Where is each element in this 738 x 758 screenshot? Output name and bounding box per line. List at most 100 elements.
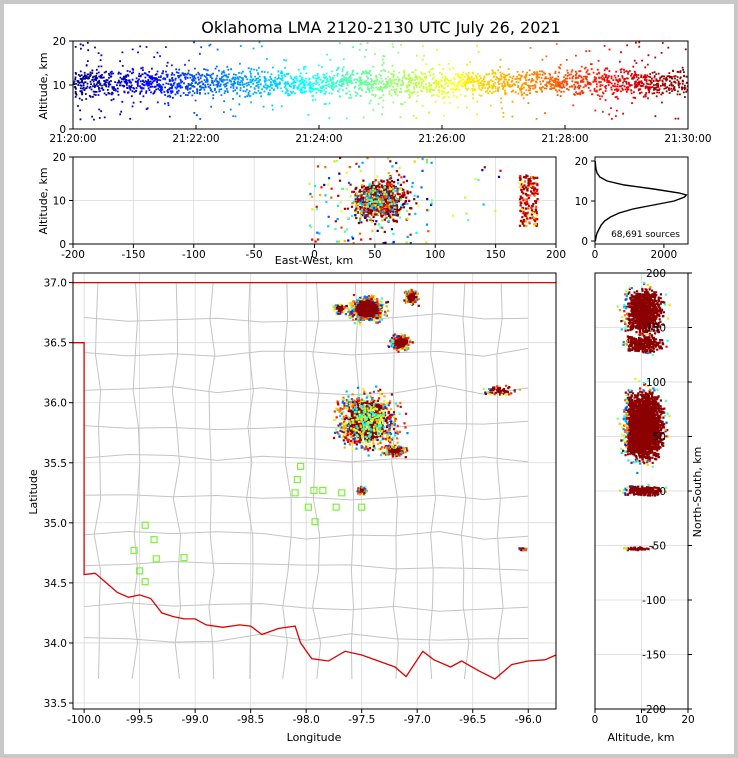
source-points: [347, 399, 350, 402]
source-points: [348, 404, 351, 407]
oklahoma-border: [73, 281, 556, 680]
source-points: [337, 424, 392, 443]
county-line: [84, 347, 529, 357]
source-points: [535, 190, 538, 193]
source-points: [342, 411, 363, 423]
source-points: [368, 184, 371, 187]
source-points: [357, 318, 364, 322]
source-points: [355, 211, 358, 214]
source-points: [398, 430, 401, 433]
source-points: [350, 427, 353, 430]
source-points: [434, 48, 451, 117]
source-points: [519, 174, 522, 178]
source-points: [352, 407, 366, 424]
source-points: [388, 199, 391, 202]
source-points: [368, 182, 371, 185]
source-points: [337, 424, 350, 435]
source-points: [536, 183, 539, 186]
source-points: [382, 419, 385, 422]
source-points: [411, 181, 414, 185]
altitude-north-south-panel: 0 10 20 -200 -150 -100 -50 0 50 100 150 200: [592, 268, 695, 726]
longitude-label: Longitude: [287, 731, 342, 744]
source-points: [396, 335, 399, 338]
source-points: [383, 186, 386, 189]
source-points: [373, 319, 376, 322]
north-south-tick-label: -200: [642, 704, 666, 716]
source-points: [342, 415, 345, 418]
source-points: [397, 182, 400, 185]
source-points: [623, 437, 626, 440]
source-points: [420, 186, 423, 189]
source-points: [371, 213, 375, 216]
source-points: [361, 407, 364, 411]
source-points: [376, 298, 379, 301]
source-points: [348, 408, 351, 411]
source-points: [336, 408, 339, 411]
source-points: [336, 218, 339, 221]
source-points: [403, 334, 410, 346]
source-points: [360, 444, 363, 448]
longitude-tick-label: -98.0: [293, 714, 320, 726]
east-west-tick-label: 50: [368, 249, 381, 261]
source-points: [388, 402, 391, 405]
east-west-ylabel: Altitude, km: [37, 167, 50, 234]
longitude-tick-label: -100.0: [67, 714, 101, 726]
source-points: [172, 63, 190, 97]
source-points: [393, 213, 397, 216]
source-points: [406, 235, 409, 238]
time-tick-label: 21:20:00: [49, 133, 96, 145]
source-points: [464, 45, 481, 116]
source-points: [360, 415, 363, 418]
north-south-tick-label: 200: [646, 268, 666, 280]
source-points: [353, 400, 356, 403]
time-tick-label: 21:24:00: [295, 133, 342, 145]
source-points: [642, 389, 645, 392]
source-points: [526, 217, 529, 220]
county-line: [171, 282, 182, 680]
source-points: [356, 438, 360, 441]
source-points: [389, 340, 392, 343]
source-points: [141, 46, 159, 110]
station-marker: [332, 503, 340, 511]
source-points: [528, 194, 531, 197]
time-height-ylabel: Altitude, km: [37, 52, 50, 119]
source-points: [362, 428, 367, 438]
source-points: [382, 183, 393, 208]
source-points: [370, 294, 373, 297]
altitude-tick-label: 20: [681, 714, 694, 726]
source-points: [317, 238, 320, 241]
county-line: [350, 282, 360, 680]
source-points: [363, 390, 366, 393]
source-points: [380, 453, 383, 457]
north-south-ylabel: North-South, km: [691, 447, 704, 538]
source-points: [452, 214, 455, 217]
source-points: [380, 203, 383, 206]
source-points: [524, 220, 527, 223]
source-points: [336, 204, 340, 207]
source-points: [390, 393, 393, 396]
source-points: [218, 65, 235, 117]
source-points: [353, 438, 356, 441]
source-points: [376, 438, 379, 442]
source-points: [385, 215, 388, 218]
station-marker: [141, 578, 149, 586]
source-points: [524, 198, 527, 201]
source-points: [376, 202, 379, 205]
source-points: [356, 301, 360, 304]
source-points: [624, 329, 628, 496]
source-points: [356, 435, 359, 438]
east-west-tick-label: 0: [311, 249, 318, 261]
source-points: [395, 170, 398, 173]
altitude-tick-label: 0: [592, 714, 599, 726]
source-points: [653, 389, 656, 392]
source-points: [374, 198, 377, 201]
source-points: [494, 210, 497, 213]
source-points: [379, 425, 382, 428]
source-points: [363, 392, 366, 395]
source-points: [351, 237, 355, 240]
source-points: [483, 166, 486, 169]
source-points: [374, 179, 377, 182]
source-points: [587, 50, 604, 113]
source-points: [390, 228, 394, 231]
